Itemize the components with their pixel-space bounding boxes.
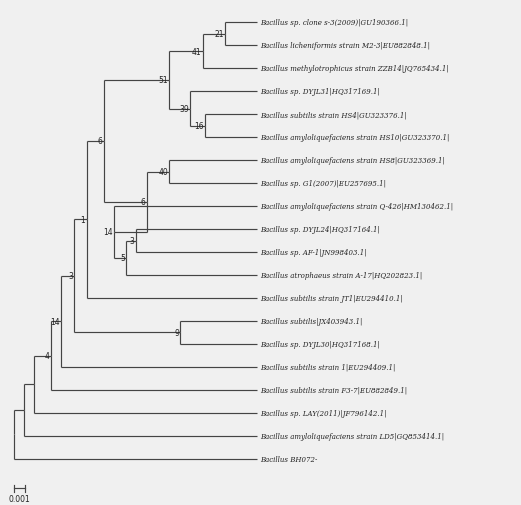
Text: 0.001: 0.001 xyxy=(8,494,30,503)
Text: Bacillus sp. DYJL30|HQ317168.1|: Bacillus sp. DYJL30|HQ317168.1| xyxy=(260,340,380,348)
Text: Bacillus sp. LAY(2011)|JF796142.1|: Bacillus sp. LAY(2011)|JF796142.1| xyxy=(260,409,386,417)
Text: Bacillus subtilis strain JT1|EU294410.1|: Bacillus subtilis strain JT1|EU294410.1| xyxy=(260,294,403,302)
Text: 9: 9 xyxy=(174,328,179,337)
Text: 21: 21 xyxy=(214,30,224,39)
Text: Bacillus sp. DYJL31|HQ317169.1|: Bacillus sp. DYJL31|HQ317169.1| xyxy=(260,88,380,96)
Text: 40: 40 xyxy=(158,168,168,177)
Text: 14: 14 xyxy=(103,228,113,237)
Text: Bacillus amyloliquefaciens strain Q-426|HM130462.1|: Bacillus amyloliquefaciens strain Q-426|… xyxy=(260,203,453,211)
Text: 16: 16 xyxy=(194,122,204,131)
Text: Bacillus subtilis strain F3-7|EU882849.1|: Bacillus subtilis strain F3-7|EU882849.1… xyxy=(260,386,407,394)
Text: 3: 3 xyxy=(68,272,73,281)
Text: 6: 6 xyxy=(141,198,146,207)
Text: 39: 39 xyxy=(179,105,189,114)
Text: Bacillus sp. DYJL24|HQ317164.1|: Bacillus sp. DYJL24|HQ317164.1| xyxy=(260,226,380,234)
Text: Bacillus sp. G1(2007)|EU257695.1|: Bacillus sp. G1(2007)|EU257695.1| xyxy=(260,180,386,188)
Text: 41: 41 xyxy=(192,47,201,57)
Text: Bacillus amyloliquefaciens strain LD5|GQ853414.1|: Bacillus amyloliquefaciens strain LD5|GQ… xyxy=(260,432,444,440)
Text: 4: 4 xyxy=(45,351,49,361)
Text: 5: 5 xyxy=(120,254,125,263)
Text: Bacillus methylotrophicus strain ZZB14|JQ765434.1|: Bacillus methylotrophicus strain ZZB14|J… xyxy=(260,65,449,73)
Text: Bacillus subtilis strain HS4|GU323376.1|: Bacillus subtilis strain HS4|GU323376.1| xyxy=(260,111,406,119)
Text: 1: 1 xyxy=(81,216,85,224)
Text: Bacillus sp. clone s-3(2009)|GU190366.1|: Bacillus sp. clone s-3(2009)|GU190366.1| xyxy=(260,19,408,27)
Text: Bacillus amyloliquefaciens strain HS8|GU323369.1|: Bacillus amyloliquefaciens strain HS8|GU… xyxy=(260,157,444,165)
Text: Bacillus amyloliquefaciens strain HS10|GU323370.1|: Bacillus amyloliquefaciens strain HS10|G… xyxy=(260,134,449,142)
Text: 14: 14 xyxy=(50,317,59,326)
Text: Bacillus subtilis strain 1|EU294409.1|: Bacillus subtilis strain 1|EU294409.1| xyxy=(260,363,395,371)
Text: Bacillus sp. AF-1|JN998403.1|: Bacillus sp. AF-1|JN998403.1| xyxy=(260,248,366,257)
Text: Bacillus atrophaeus strain A-17|HQ202823.1|: Bacillus atrophaeus strain A-17|HQ202823… xyxy=(260,271,422,279)
Text: Bacillus licheniformis strain M2-3|EU882848.1|: Bacillus licheniformis strain M2-3|EU882… xyxy=(260,42,430,50)
Text: Bacillus BH072-: Bacillus BH072- xyxy=(260,454,317,463)
Text: Bacillus subtilis|JX403943.1|: Bacillus subtilis|JX403943.1| xyxy=(260,317,362,325)
Text: 51: 51 xyxy=(158,76,168,85)
Text: 3: 3 xyxy=(130,236,135,245)
Text: 6: 6 xyxy=(98,137,103,146)
